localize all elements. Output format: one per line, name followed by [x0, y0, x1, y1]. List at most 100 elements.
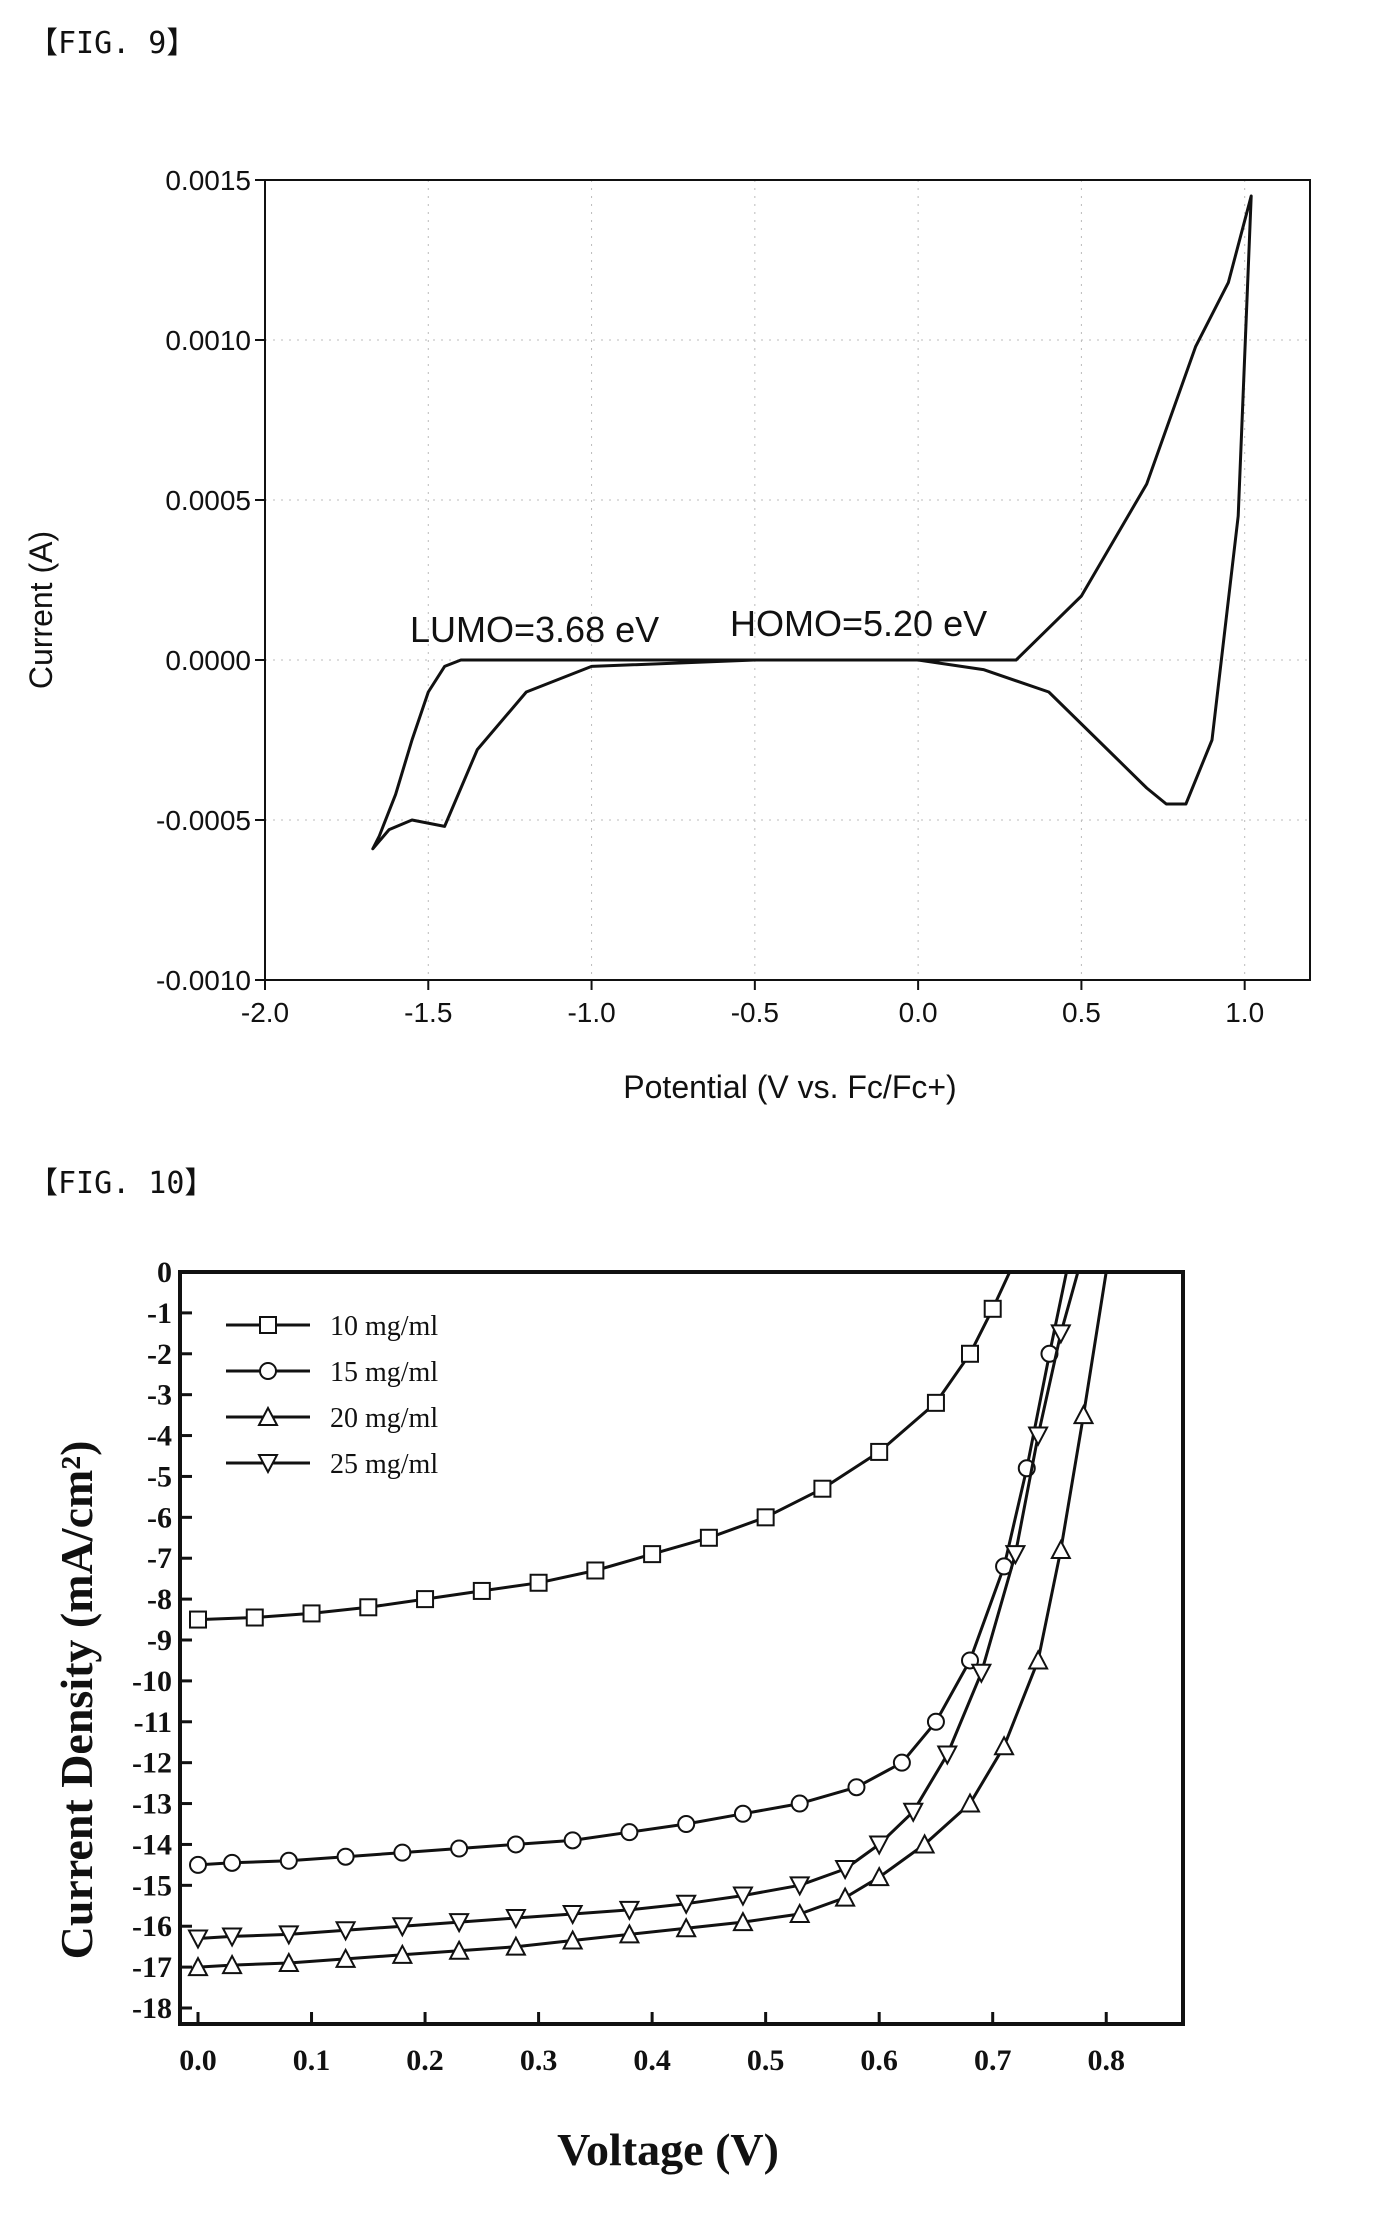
y-axis-title: Current Density (mA/cm²): [51, 1441, 102, 1960]
y-tick-label: -0.0005: [156, 805, 251, 836]
plot-frame: [178, 1270, 1185, 2026]
square-marker: [472, 1581, 491, 1600]
triangle-up-marker: [834, 1886, 856, 1907]
series-layer: [371, 194, 1253, 851]
series-1: [189, 1271, 1012, 1629]
triangle-down-marker: [1050, 1324, 1072, 1345]
y-tick-label: -14: [132, 1828, 172, 1861]
x-tick-label: 0.0: [899, 997, 938, 1028]
triangle-up-marker: [1050, 1538, 1072, 1560]
square-marker: [245, 1608, 264, 1627]
y-tick-label: 0.0005: [165, 485, 251, 516]
square-marker: [189, 1610, 207, 1629]
legend: 10 mg/ml 15 mg/ml 20 mg/ml 25 mg/ml: [226, 1311, 438, 1480]
square-marker: [961, 1344, 979, 1363]
square-marker: [302, 1604, 321, 1623]
y-tick-label: -16: [132, 1910, 172, 1943]
x-tick-label: 0.1: [293, 2044, 331, 2077]
triangle-down-marker: [448, 1913, 470, 1934]
axis-ticks: -2.0 -1.5 -1.0 -0.5 0.0 0.5 1.0 0.0015 0.0010 0.0…: [156, 165, 1264, 1028]
triangle-up-marker: [1072, 1403, 1095, 1425]
square-marker: [926, 1393, 945, 1412]
triangle-up-marker: [959, 1792, 981, 1813]
triangle-down-marker: [970, 1663, 993, 1684]
x-tick-label: 0.4: [633, 2044, 671, 2077]
triangle-down-marker: [391, 1917, 414, 1938]
triangle-down-marker: [675, 1894, 697, 1915]
square-marker: [359, 1598, 378, 1617]
x-tick-label: -1.5: [404, 997, 452, 1028]
circle-marker: [223, 1853, 242, 1872]
circle-marker: [847, 1778, 866, 1797]
triangle-down-marker: [1004, 1545, 1027, 1566]
triangle-up-marker: [993, 1735, 1015, 1756]
x-tick-label: 0.3: [520, 2044, 558, 2077]
y-tick-label: -17: [132, 1951, 172, 1984]
triangle-up-marker: [278, 1951, 300, 1973]
triangle-down-marker: [561, 1904, 584, 1926]
y-tick-label: -5: [147, 1460, 172, 1493]
x-axis-title: Voltage (V): [557, 2124, 779, 2175]
legend-entry: 15 mg/ml: [226, 1357, 438, 1388]
square-marker: [756, 1508, 775, 1527]
triangle-up-marker: [334, 1947, 357, 1968]
y-tick-label: -11: [134, 1706, 172, 1739]
jv-curve-chart: 0.0 0.1 0.2 0.3 0.4 0.5 0.6 0.7 0.8 0 -1 -2 -3 -4 -5 -6…: [51, 1256, 1185, 2175]
square-marker: [259, 1316, 277, 1334]
x-tick-label: -1.0: [567, 997, 615, 1028]
figure-9-label: 【FIG. 9】: [28, 26, 197, 61]
y-tick-label: -4: [147, 1420, 172, 1453]
triangle-down-marker: [834, 1859, 856, 1881]
y-tick-label: -10: [132, 1665, 172, 1698]
series-4: [187, 1271, 1080, 1950]
series-2: [189, 1271, 1068, 1874]
square-marker: [643, 1545, 662, 1564]
legend-label: 10 mg/ml: [330, 1311, 438, 1342]
y-tick-label: -12: [132, 1747, 172, 1780]
circle-marker: [336, 1847, 355, 1866]
y-tick-label: -9: [147, 1624, 172, 1657]
triangle-down-marker: [221, 1927, 243, 1948]
legend-label: 15 mg/ml: [330, 1357, 438, 1388]
lumo-annotation: LUMO=3.68 eV: [410, 609, 659, 650]
square-marker: [416, 1590, 435, 1609]
circle-marker: [450, 1839, 469, 1858]
x-tick-label: -0.5: [731, 997, 779, 1028]
circle-marker: [926, 1712, 945, 1731]
x-tick-label: 0.0: [179, 2044, 217, 2077]
triangle-down-marker: [257, 1454, 279, 1475]
square-marker: [983, 1299, 1002, 1318]
square-marker: [529, 1573, 548, 1592]
y-tick-label: -13: [132, 1788, 172, 1821]
x-axis-title: Potential (V vs. Fc/Fc+): [623, 1069, 956, 1105]
triangle-down-marker: [278, 1925, 300, 1946]
x-tick-label: -2.0: [241, 997, 289, 1028]
triangle-down-marker: [505, 1909, 527, 1930]
y-tick-label: -15: [132, 1869, 172, 1902]
circle-marker: [563, 1831, 582, 1850]
x-tick-label: 0.7: [974, 2044, 1012, 2077]
circle-marker: [892, 1753, 911, 1772]
figure-10-label: 【FIG. 10】: [28, 1166, 215, 1201]
circle-marker: [733, 1804, 752, 1823]
triangle-up-marker: [187, 1955, 209, 1977]
square-marker: [586, 1561, 605, 1580]
legend-label: 20 mg/ml: [330, 1403, 438, 1434]
triangle-up-marker: [868, 1866, 890, 1887]
triangle-down-marker: [334, 1921, 357, 1942]
y-tick-label: -6: [147, 1501, 172, 1534]
square-marker: [813, 1479, 832, 1498]
y-tick-label: -2: [147, 1338, 172, 1371]
series-layer: [187, 1271, 1108, 1977]
triangle-up-marker: [1027, 1649, 1049, 1670]
triangle-down-marker: [868, 1835, 890, 1856]
x-tick-label: 0.5: [1062, 997, 1101, 1028]
triangle-down-marker: [618, 1900, 641, 1922]
triangle-down-marker: [732, 1886, 754, 1907]
square-marker: [699, 1528, 718, 1547]
circle-marker: [279, 1851, 298, 1870]
circle-marker: [259, 1362, 277, 1380]
triangle-down-marker: [187, 1929, 209, 1950]
triangle-up-marker: [561, 1929, 584, 1950]
triangle-up-marker: [257, 1405, 279, 1426]
